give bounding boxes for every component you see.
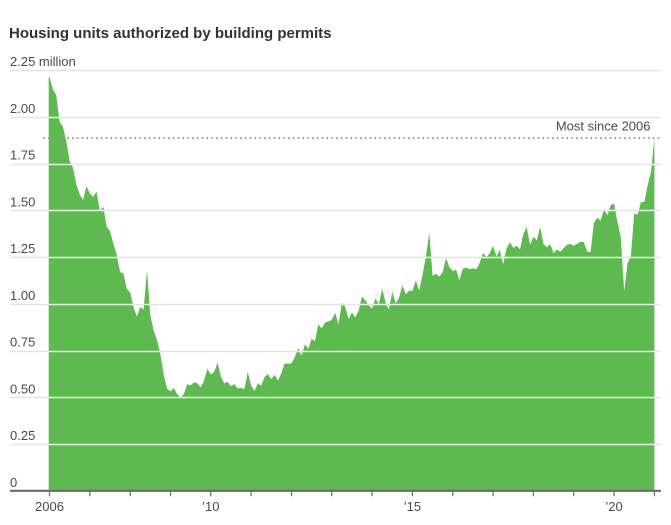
svg-text:’10: ’10 [202, 499, 219, 514]
svg-text:1.25: 1.25 [10, 241, 35, 256]
svg-text:0.50: 0.50 [10, 382, 35, 397]
svg-text:0: 0 [10, 475, 17, 490]
svg-text:2006: 2006 [35, 499, 64, 514]
svg-text:’15: ’15 [404, 499, 421, 514]
svg-text:0.75: 0.75 [10, 335, 35, 350]
svg-text:1.00: 1.00 [10, 288, 35, 303]
svg-text:2.25 million: 2.25 million [10, 54, 76, 69]
svg-text:’20: ’20 [605, 499, 622, 514]
svg-text:2.00: 2.00 [10, 101, 35, 116]
svg-text:Most since 2006: Most since 2006 [556, 119, 651, 134]
svg-text:0.25: 0.25 [10, 428, 35, 443]
svg-text:1.75: 1.75 [10, 148, 35, 163]
svg-text:1.50: 1.50 [10, 195, 35, 210]
